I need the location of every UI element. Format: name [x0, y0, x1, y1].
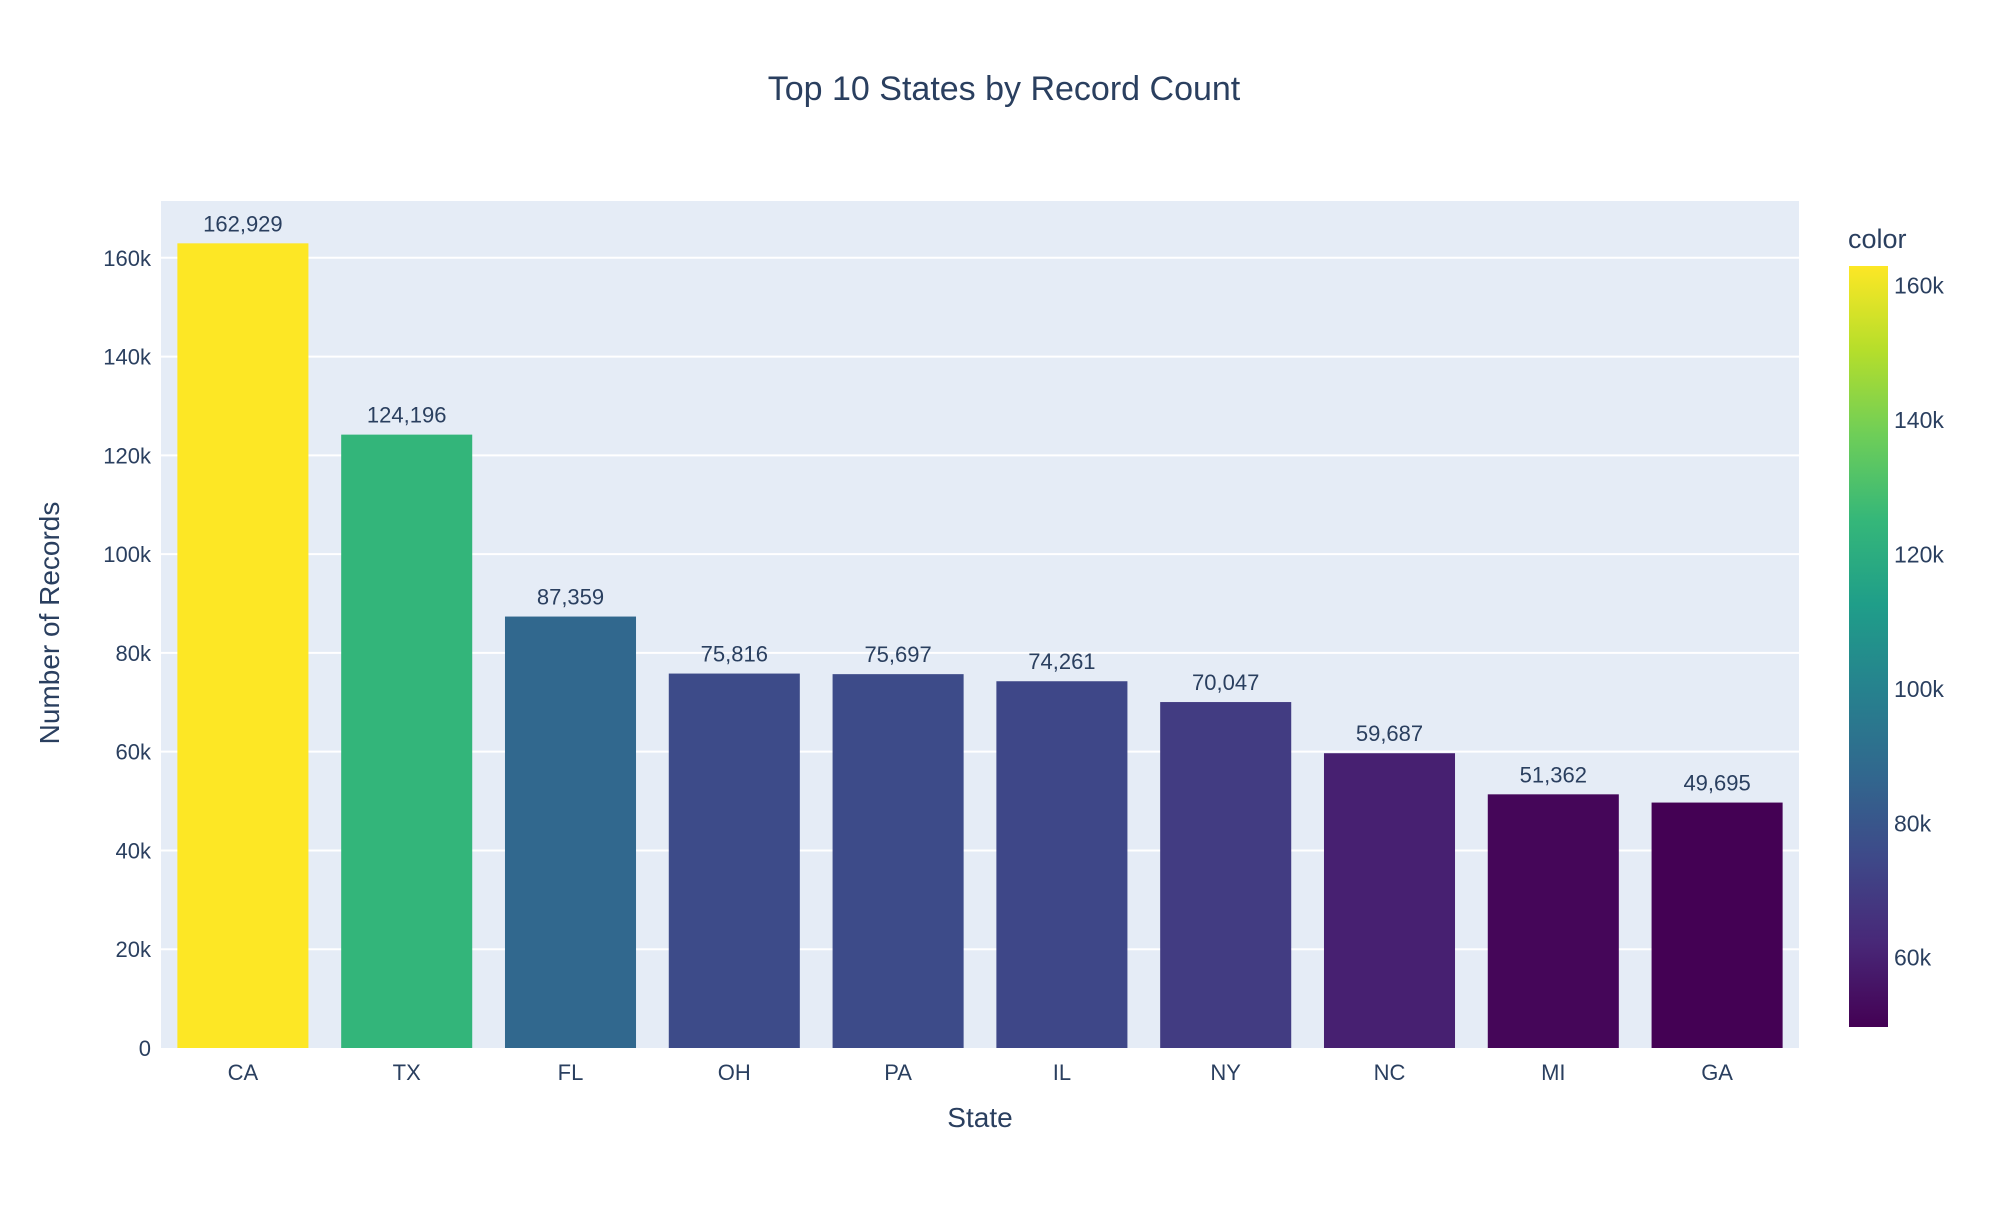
data-label: 75,816: [701, 642, 768, 667]
bar-oh: [668, 673, 800, 1048]
bar-pa: [832, 674, 964, 1048]
colorbar-tick-label: 80k: [1894, 810, 1932, 836]
bar-tx: [341, 434, 473, 1048]
colorbar-tick-label: 120k: [1894, 542, 1944, 568]
x-tick-label: IL: [1053, 1060, 1071, 1085]
bar-fl: [504, 616, 637, 1048]
bar-ca: [177, 243, 309, 1048]
colorbar: color 60k 80k 100k 120k 140k 160k: [1848, 224, 1944, 1027]
colorbar-title: color: [1848, 224, 1907, 254]
data-label: 74,261: [1028, 649, 1095, 674]
colorbar-tick-label: 60k: [1894, 945, 1932, 971]
x-tick-label: GA: [1701, 1060, 1733, 1085]
x-tick-label: NC: [1374, 1060, 1406, 1085]
bar-ny: [1160, 702, 1292, 1048]
plot-area: 0 20k 40k 60k 80k 100k 120k 140k 160k 162,929 CA 12…: [103, 201, 1799, 1085]
x-tick-label: FL: [558, 1060, 584, 1085]
x-axis-title: State: [947, 1102, 1012, 1133]
data-label: 51,362: [1520, 762, 1587, 787]
data-label: 87,359: [537, 585, 604, 610]
y-tick-label: 160k: [103, 246, 152, 271]
colorbar-gradient: [1849, 266, 1888, 1027]
bar-nc: [1323, 753, 1456, 1048]
bar-il: [996, 681, 1128, 1048]
data-label: 75,697: [864, 642, 931, 667]
y-tick-label: 80k: [116, 641, 152, 666]
y-tick-label: 0: [139, 1036, 151, 1061]
bar-ga: [1651, 802, 1783, 1048]
data-label: 59,687: [1356, 721, 1423, 746]
chart-title: Top 10 States by Record Count: [768, 70, 1241, 108]
y-tick-label: 100k: [103, 542, 152, 567]
x-tick-label: CA: [228, 1060, 259, 1085]
x-tick-label: PA: [884, 1060, 912, 1085]
colorbar-tick-label: 100k: [1894, 676, 1944, 702]
data-label: 162,929: [203, 211, 283, 236]
colorbar-tick-label: 140k: [1894, 407, 1944, 433]
x-tick-label: OH: [718, 1060, 751, 1085]
bar-mi: [1487, 794, 1619, 1048]
x-tick-label: MI: [1541, 1060, 1565, 1085]
data-label: 70,047: [1192, 670, 1259, 695]
y-tick-label: 20k: [116, 937, 152, 962]
data-label: 124,196: [367, 403, 447, 428]
y-tick-label: 120k: [103, 443, 152, 468]
data-label: 49,695: [1683, 771, 1750, 796]
colorbar-tick-label: 160k: [1894, 273, 1944, 299]
y-axis-title: Number of Records: [34, 502, 65, 745]
y-tick-label: 140k: [103, 345, 152, 370]
y-tick-label: 60k: [116, 740, 152, 765]
x-tick-label: TX: [393, 1060, 421, 1085]
x-tick-label: NY: [1210, 1060, 1241, 1085]
y-tick-label: 40k: [116, 838, 152, 863]
